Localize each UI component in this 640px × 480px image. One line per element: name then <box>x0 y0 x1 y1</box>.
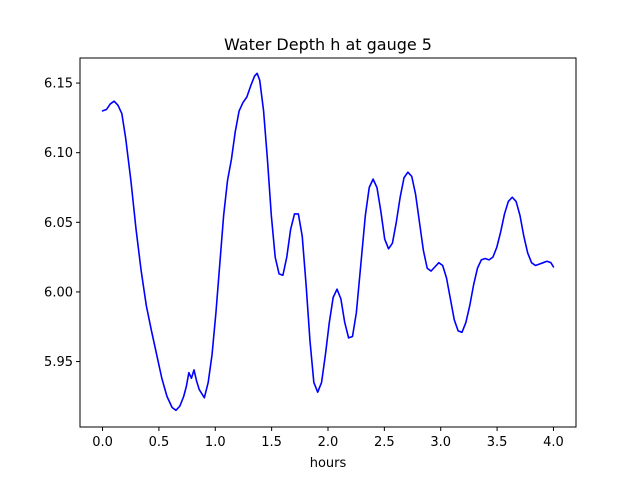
y-tick-label: 5.95 <box>44 355 73 370</box>
x-tick-label: 2.0 <box>318 435 339 450</box>
x-tick-label: 0.0 <box>92 435 113 450</box>
y-tick-label: 6.00 <box>44 285 73 300</box>
y-tick-label: 6.05 <box>44 216 73 231</box>
x-tick-label: 0.5 <box>149 435 170 450</box>
plot-area <box>101 72 555 412</box>
x-axis-label: hours <box>310 456 347 471</box>
y-tick-label: 6.10 <box>44 146 73 161</box>
x-tick-label: 4.0 <box>543 435 564 450</box>
y-tick-label: 6.15 <box>44 77 73 92</box>
x-axis-ticks: 0.0 0.5 1.0 1.5 2.0 2.5 3.0 3.5 4.0 <box>92 427 564 450</box>
x-tick-label: 2.5 <box>374 435 395 450</box>
chart-title: Water Depth h at gauge 5 <box>224 35 432 54</box>
x-tick-label: 3.0 <box>430 435 451 450</box>
x-tick-label: 3.5 <box>487 435 508 450</box>
series-line <box>101 72 555 412</box>
y-axis-ticks: 5.95 6.00 6.05 6.10 6.15 <box>44 77 80 370</box>
x-tick-label: 1.5 <box>261 435 282 450</box>
x-tick-label: 1.0 <box>205 435 226 450</box>
axes-frame <box>79 57 577 428</box>
